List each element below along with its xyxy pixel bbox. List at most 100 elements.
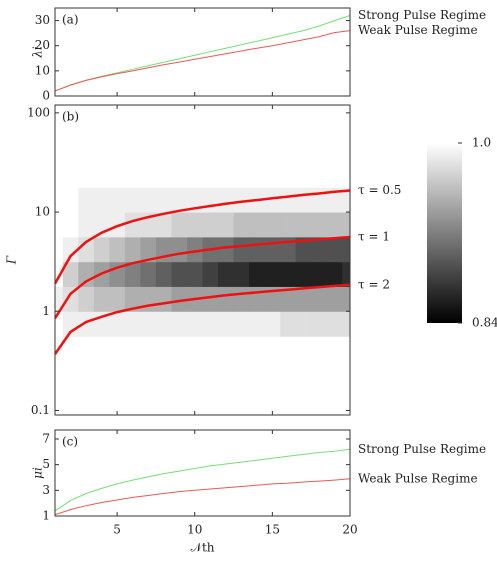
heat-cell — [202, 261, 219, 287]
heat-cell — [124, 286, 141, 312]
heat-cell — [233, 162, 250, 188]
heat-cell — [295, 311, 312, 337]
heat-cell — [249, 336, 266, 361]
heat-cell — [202, 385, 219, 411]
y-tick-label: 0.1 — [31, 403, 50, 417]
y-tick-label: 10 — [35, 63, 50, 77]
heat-cell — [155, 261, 172, 287]
heat-cell — [62, 162, 79, 188]
heat-cell — [93, 137, 110, 163]
series-label: τ = 2 — [358, 277, 390, 291]
heat-cell — [280, 261, 297, 287]
heat-cell — [78, 261, 95, 287]
heat-cell — [109, 187, 126, 213]
series-line — [55, 235, 350, 319]
heat-cell — [155, 112, 172, 139]
x-tick-label: 20 — [342, 523, 357, 537]
heat-cell — [140, 137, 157, 163]
heat-cell — [264, 112, 281, 139]
heat-cell — [78, 286, 95, 312]
heat-cell — [218, 385, 235, 411]
heat-cell — [140, 385, 157, 411]
heat-cell — [186, 311, 203, 337]
heat-cell — [155, 385, 172, 411]
y-tick-label: 30 — [35, 13, 50, 27]
heat-cell — [62, 236, 79, 263]
heat-cell — [171, 261, 188, 287]
heat-cell — [93, 162, 110, 188]
heat-cell — [62, 212, 79, 238]
heat-cell — [295, 385, 312, 411]
heat-cell — [218, 137, 235, 163]
heat-cell — [326, 236, 343, 263]
panel-label: (c) — [62, 435, 78, 449]
series-line — [55, 448, 350, 512]
heat-cell — [218, 261, 235, 287]
heat-cell — [342, 212, 350, 238]
heat-cell — [295, 360, 312, 386]
heat-cell — [326, 137, 343, 163]
heat-cell — [186, 162, 203, 188]
heat-cell — [218, 336, 235, 361]
heat-cell — [186, 137, 203, 163]
heat-cell — [264, 286, 281, 312]
heat-cell — [264, 311, 281, 337]
heat-cell — [249, 360, 266, 386]
heat-cell — [55, 212, 64, 238]
heat-cell — [109, 286, 126, 312]
heat-cell — [311, 336, 328, 361]
heat-cell — [155, 187, 172, 213]
heat-cell — [342, 360, 350, 386]
heat-cell — [249, 385, 266, 411]
heat-cell — [124, 336, 141, 361]
heat-cell — [171, 360, 188, 386]
heat-cell — [295, 112, 312, 139]
heat-cell — [311, 212, 328, 238]
heat-cell — [249, 236, 266, 263]
heat-cell — [326, 336, 343, 361]
heat-cell — [55, 286, 64, 312]
heat-cell — [342, 385, 350, 411]
y-tick-label: 1 — [42, 304, 50, 318]
heat-cell — [171, 236, 188, 263]
x-axis-label: 𝒩th — [190, 541, 214, 555]
heat-cell — [295, 212, 312, 238]
heat-cell — [124, 311, 141, 337]
heat-cell — [295, 286, 312, 312]
heat-cell — [202, 187, 219, 213]
heat-cell — [171, 311, 188, 337]
heat-cell — [202, 137, 219, 163]
heat-cell — [109, 385, 126, 411]
heat-cell — [233, 311, 250, 337]
heat-cell — [124, 187, 141, 213]
heat-cell — [311, 286, 328, 312]
heat-cell — [202, 336, 219, 361]
heat-cell — [326, 261, 343, 287]
heat-cell — [93, 236, 110, 263]
heat-cell — [233, 385, 250, 411]
series-label: Weak Pulse Regime — [358, 23, 478, 37]
axes-frame — [54, 429, 351, 517]
heat-cell — [62, 385, 79, 411]
heat-cell — [202, 286, 219, 312]
heat-cell — [342, 137, 350, 163]
y-tick-label: 5 — [42, 457, 50, 471]
heat-cell — [109, 137, 126, 163]
heat-cell — [109, 236, 126, 263]
heat-cell — [202, 311, 219, 337]
heat-cell — [55, 385, 64, 411]
heat-cell — [140, 187, 157, 213]
heat-cell — [155, 336, 172, 361]
heat-cell — [171, 212, 188, 238]
heat-cell — [62, 112, 79, 139]
heat-cell — [186, 236, 203, 263]
heat-cell — [218, 187, 235, 213]
heat-cell — [78, 360, 95, 386]
heat-cell — [218, 112, 235, 139]
heat-cell — [311, 261, 328, 287]
heat-cell — [295, 261, 312, 287]
heat-cell — [218, 360, 235, 386]
heat-cell — [155, 360, 172, 386]
heat-cell — [311, 112, 328, 139]
y-tick-label: 7 — [42, 431, 50, 445]
